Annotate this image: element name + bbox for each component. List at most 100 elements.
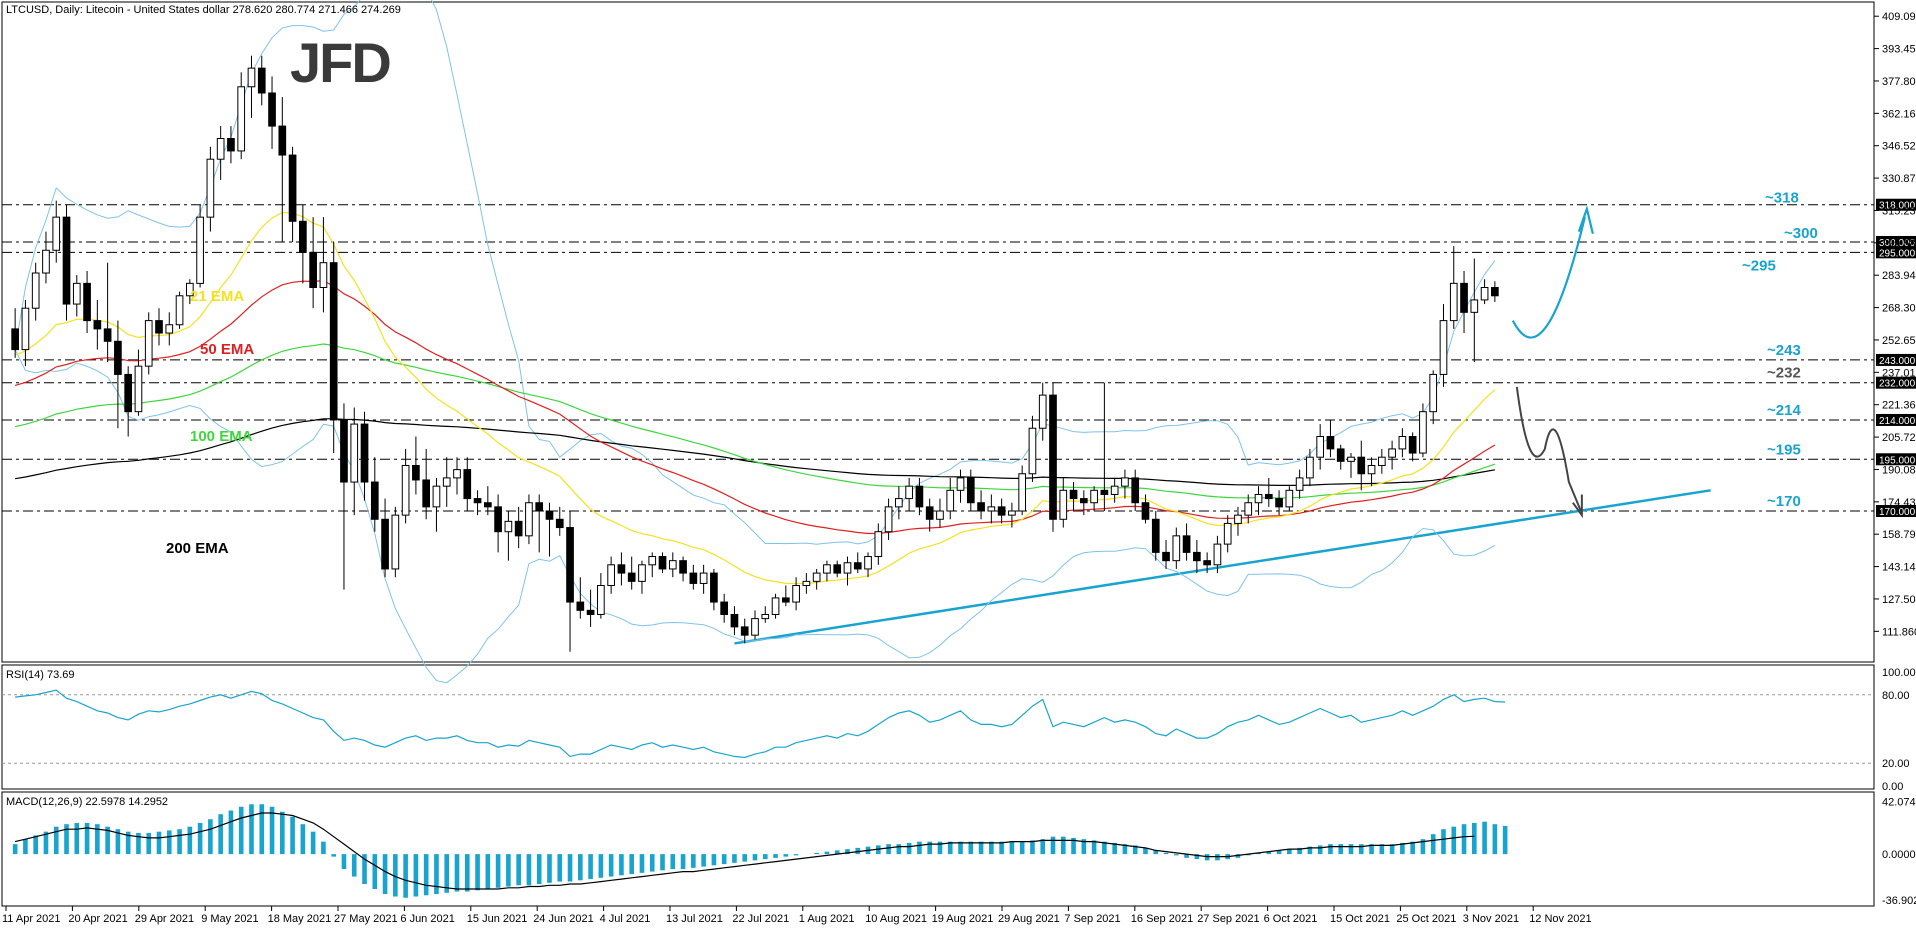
candle-body [1326, 436, 1335, 450]
y-tick-label: 205.724 [1882, 432, 1916, 444]
y-tick-label: 127.504 [1882, 594, 1916, 606]
jfd-logo: JFD [290, 31, 390, 94]
candle-body [751, 618, 759, 636]
candle-body [1285, 489, 1294, 508]
x-tick-label: 1 Aug 2021 [799, 913, 855, 925]
candle-body [1398, 436, 1407, 450]
candle-body [1306, 456, 1314, 479]
y-tick-label: 299.588 [1882, 238, 1916, 250]
candle-body [1460, 282, 1468, 313]
y-tick-label: 283.944 [1882, 270, 1916, 282]
candle-body [381, 518, 389, 570]
candle-body [1439, 320, 1448, 375]
candle-body [1203, 560, 1211, 566]
x-tick-label: 15 Jun 2021 [467, 913, 528, 925]
candle-body [1429, 373, 1438, 413]
candle-body [473, 498, 482, 504]
y-tick-label: 393.452 [1882, 44, 1916, 56]
candle-body [1357, 456, 1366, 475]
candle-body [1182, 535, 1191, 553]
ema200-label: 200 EMA [166, 540, 229, 557]
x-tick-label: 19 Aug 2021 [932, 913, 994, 925]
candle-body [1110, 485, 1119, 495]
main-pane[interactable] [1, 1, 1875, 663]
level-tag [1876, 505, 1916, 518]
level-tag-text: 170.000 [1879, 507, 1916, 518]
candle-body [1316, 436, 1325, 458]
x-tick-label: 13 Jul 2021 [666, 913, 723, 925]
level-label: ~295 [1742, 257, 1776, 274]
x-tick-label: 11 Apr 2021 [2, 913, 61, 925]
level-label: ~195 [1767, 441, 1801, 458]
candle-body [309, 251, 317, 289]
candle-body [956, 477, 965, 491]
candle-body [1223, 522, 1232, 545]
ema21-label: 21 EMA [190, 288, 244, 305]
candle-body [442, 477, 451, 487]
y-tick-label: 221.368 [1882, 400, 1916, 412]
candle-body [1090, 489, 1098, 504]
main-header: LTCUSD, Daily: Litecoin - United States … [6, 4, 401, 16]
candle-body [699, 572, 708, 584]
candle-body [710, 572, 718, 603]
candle-body [134, 365, 143, 413]
y-tick-label: 377.808 [1882, 76, 1916, 88]
candle-body [1480, 287, 1489, 301]
candle-body [206, 158, 215, 218]
bullish-arrow [1511, 216, 1586, 339]
level-label: ~318 [1765, 190, 1799, 207]
candle-body [504, 520, 513, 533]
candle-body [1100, 489, 1109, 495]
bearish-arrowhead [1572, 494, 1583, 519]
candle-body [278, 125, 287, 156]
candle-body [905, 485, 913, 500]
support-trendline [734, 489, 1711, 645]
candle-body [155, 320, 163, 334]
y-tick-label: 158.792 [1882, 529, 1916, 541]
level-tag [1876, 353, 1916, 366]
candle-body [823, 564, 831, 574]
candle-body [802, 580, 811, 587]
macd-header: MACD(12,26,9) 22.5978 14.2952 [6, 796, 168, 808]
x-tick-label: 6 Oct 2021 [1264, 913, 1318, 925]
candle-body [1121, 477, 1129, 487]
candle-body [1336, 448, 1345, 462]
level-tag-text: 195.000 [1879, 455, 1916, 466]
level-tag-text: 214.000 [1879, 416, 1916, 427]
level-label: ~300 [1784, 225, 1818, 242]
x-tick-label: 27 May 2021 [334, 913, 398, 925]
candle-body [566, 527, 574, 603]
candle-body [1079, 498, 1088, 504]
candle-body [977, 502, 985, 512]
level-tag [1876, 453, 1916, 466]
y-tick-label: 346.521 [1882, 141, 1916, 153]
candle-body [1141, 502, 1150, 520]
candle-body [257, 67, 266, 94]
candle-body [864, 556, 872, 570]
candle-body [1377, 456, 1386, 466]
level-label: ~243 [1767, 342, 1801, 359]
rsi-header: RSI(14) 73.69 [6, 669, 74, 681]
ema200-line [15, 418, 1496, 486]
macd-signal-line [14, 812, 1475, 890]
y-tick-label: 143.148 [1882, 562, 1916, 574]
candle-body [1162, 551, 1170, 562]
x-tick-label: 16 Sep 2021 [1131, 913, 1193, 925]
x-tick-label: 25 Oct 2021 [1396, 913, 1456, 925]
candle-body [11, 328, 19, 351]
candle-body [453, 469, 461, 479]
rsi-tick-label: 0.00 [1882, 781, 1903, 793]
candle-body [576, 601, 585, 611]
candle-body [617, 564, 626, 574]
candle-body [627, 572, 636, 582]
candle-body [1018, 473, 1027, 512]
candle-body [62, 216, 71, 305]
candle-body [165, 324, 174, 334]
candle-body [1234, 514, 1242, 524]
rsi-pane[interactable] [1, 664, 1875, 790]
candle-body [966, 477, 975, 504]
candle-body [545, 510, 554, 520]
candle-body [83, 282, 91, 322]
bollinger-lower [14, 349, 1496, 684]
